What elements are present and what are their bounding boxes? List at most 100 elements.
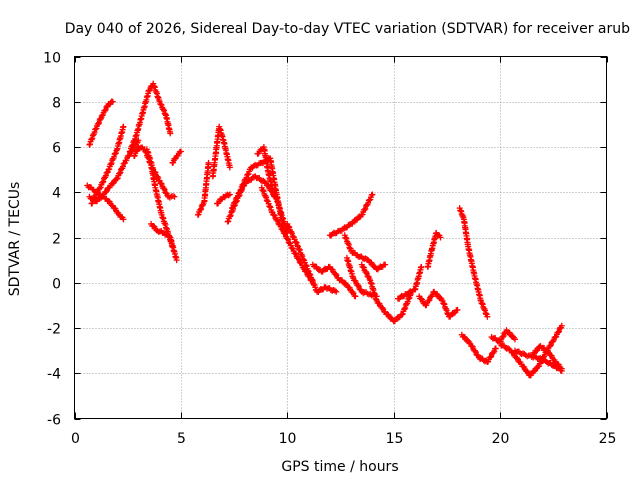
data-point-fill	[158, 180, 165, 187]
data-point-fill	[151, 168, 158, 175]
grid-lines	[74, 56, 607, 419]
data-point-fill	[349, 288, 356, 295]
data-point	[492, 345, 499, 352]
data-point-fill	[289, 233, 296, 240]
data-point	[226, 164, 233, 171]
data-point-fill	[555, 329, 562, 336]
data-point	[382, 261, 389, 268]
axis-ticks: 0 5 10 15 20 25 -6 -4 -2 0 2 4 6 8 10	[43, 51, 616, 448]
chart-title: Day 040 of 2026, Sidereal Day-to-day VTE…	[65, 21, 630, 37]
x-tick-label: 15	[386, 431, 404, 447]
data-point	[109, 98, 116, 105]
data-point-fill	[331, 287, 338, 294]
series-arc-aa	[458, 331, 499, 365]
data-point-fill	[249, 174, 256, 181]
data-point-fill	[450, 310, 457, 317]
data-point-fill	[109, 180, 116, 187]
data-point-fill	[360, 264, 367, 271]
data-point-fill	[487, 354, 494, 361]
data-point-fill	[270, 211, 277, 218]
data-point-fill	[294, 242, 301, 249]
data-point-fill	[125, 153, 132, 160]
series-arc-e	[126, 80, 174, 155]
data-point-fill	[375, 300, 382, 307]
y-tick-label: 8	[52, 96, 61, 112]
data-point-fill	[99, 179, 106, 186]
data-point	[120, 123, 127, 130]
x-tick-label: 10	[279, 431, 297, 447]
data-point-fill	[363, 256, 370, 263]
series-arc-k	[209, 123, 233, 180]
y-tick-label: 10	[43, 51, 61, 67]
data-point	[120, 216, 127, 223]
data-point-fill	[395, 314, 402, 321]
data-point-fill	[154, 173, 161, 180]
data-point-fill	[232, 198, 239, 205]
data-point-fill	[345, 284, 352, 291]
data-point-fill	[362, 205, 369, 212]
data-point-fill	[418, 295, 425, 302]
data-point-fill	[513, 354, 520, 361]
data-point	[511, 336, 518, 343]
series-arc-a	[86, 98, 116, 148]
data-point-fill	[533, 348, 540, 355]
series-arc-l	[214, 191, 233, 207]
data-point	[418, 263, 425, 270]
y-tick-label: 2	[52, 232, 61, 248]
data-point	[454, 306, 461, 313]
x-tick-label: 0	[71, 431, 80, 447]
y-tick-label: -4	[47, 367, 61, 383]
data-point-fill	[240, 180, 247, 187]
data-point-fill	[361, 206, 368, 213]
data-point-fill	[286, 224, 293, 231]
data-point-fill	[354, 282, 361, 288]
data-point	[484, 313, 491, 320]
x-axis-label: GPS time / hours	[281, 459, 398, 475]
data-point-fill	[285, 236, 292, 243]
data-point-fill	[292, 250, 299, 257]
data-point-fill	[225, 192, 232, 199]
data-point	[171, 193, 178, 200]
data-point-fill	[520, 363, 527, 370]
series-arc-i	[169, 148, 184, 166]
series-arc-w	[394, 263, 425, 302]
data-point	[369, 191, 376, 198]
data-point	[437, 234, 444, 241]
data-point-fill	[120, 160, 127, 167]
series-arc-ae	[529, 343, 565, 372]
data-point-fill	[102, 189, 109, 196]
data-point-fill	[352, 217, 359, 224]
y-axis-label: SDTVAR / TECUs	[7, 182, 23, 297]
data-point	[352, 293, 359, 300]
series-arc-g	[143, 146, 178, 201]
data-point-fill	[102, 107, 109, 114]
data-point-fill	[288, 230, 295, 237]
series-arc-t	[341, 232, 389, 273]
data-point-fill	[240, 181, 247, 188]
data-point	[226, 191, 233, 198]
data-point-fill	[285, 223, 292, 230]
data-point-fill	[425, 297, 432, 304]
data-point	[167, 130, 174, 137]
data-point-fill	[117, 169, 124, 176]
series-arc-q	[284, 220, 340, 296]
data-point	[271, 193, 278, 200]
data-point-fill	[499, 333, 506, 340]
data-point-fill	[281, 230, 288, 237]
data-point-fill	[471, 347, 478, 354]
data-point-fill	[116, 170, 123, 177]
y-tick-label: -2	[47, 322, 61, 338]
data-point-fill	[235, 190, 242, 197]
plot-frame	[74, 56, 607, 419]
x-tick-label: 20	[492, 431, 510, 447]
series-arc-z	[456, 205, 491, 320]
y-tick-label: -6	[47, 413, 61, 429]
data-point-fill	[332, 270, 339, 277]
data-point-fill	[345, 221, 352, 228]
data-point-fill	[524, 368, 531, 375]
x-tick-label: 5	[177, 431, 186, 447]
y-tick-label: 4	[52, 186, 61, 202]
data-point-fill	[103, 169, 110, 176]
series-arc-j	[194, 159, 212, 218]
